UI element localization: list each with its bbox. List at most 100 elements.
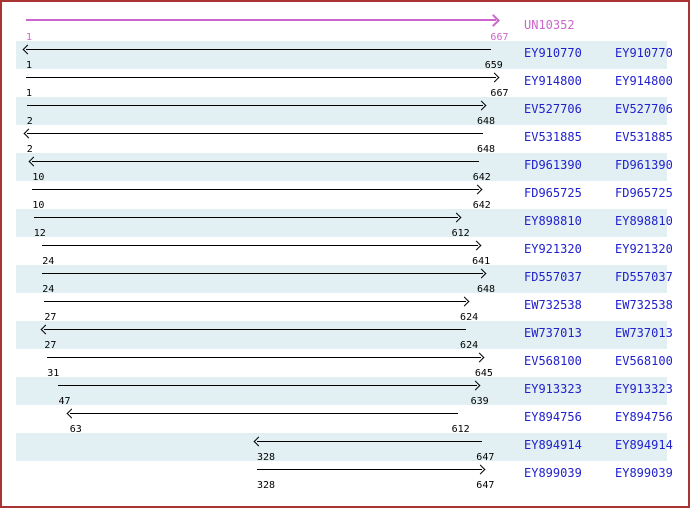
alignment-arrow-right [26, 72, 500, 83]
end-coordinate: 639 [470, 396, 489, 407]
end-coordinate: 648 [477, 116, 496, 127]
accession-link-primary[interactable]: EV527706 [524, 102, 582, 116]
accession-link-secondary[interactable]: EY899039 [615, 466, 673, 480]
accession-link-secondary[interactable]: EY894914 [615, 438, 673, 452]
est-row: 27 624 EW732538 EW732538 [16, 293, 673, 323]
arrowhead-right-icon [475, 464, 486, 475]
alignment-arrow-right [26, 14, 501, 27]
end-coordinate: 624 [460, 340, 479, 351]
start-coordinate: 10 [32, 200, 45, 211]
alignment-arrow-left [28, 156, 479, 167]
start-coordinate: 328 [256, 480, 276, 491]
accession-link-primary[interactable]: EY910770 [524, 46, 582, 60]
start-coordinate: 24 [42, 256, 55, 267]
accession-link-primary[interactable]: EY914800 [524, 74, 582, 88]
accession-link-primary[interactable]: EY921320 [524, 242, 582, 256]
start-coordinate: 2 [26, 116, 33, 127]
alignment-arrow-left [66, 408, 458, 419]
arrowhead-left-icon [28, 156, 39, 167]
est-row: 24 641 EY921320 EY921320 [16, 237, 673, 267]
start-coordinate: 31 [47, 368, 60, 379]
accession-link-secondary[interactable]: EY898810 [615, 214, 673, 228]
start-coordinate: 1 [26, 88, 33, 99]
arrowhead-right-icon [470, 380, 481, 391]
alignment-arrow-right [256, 464, 486, 475]
alignment-arrow-right [26, 100, 487, 111]
alignment-arrow-right [32, 184, 483, 195]
accession-link-secondary[interactable]: FD557037 [615, 270, 673, 284]
accession-link-primary[interactable]: EW737013 [524, 326, 582, 340]
accession-link-primary[interactable]: FD965725 [524, 186, 582, 200]
arrowhead-right-icon [471, 240, 482, 251]
alignment-arrow-right [33, 212, 462, 223]
accession-link-secondary[interactable]: FD961390 [615, 158, 673, 172]
accession-link-primary[interactable]: EY913323 [524, 382, 582, 396]
accession-link-primary[interactable]: EY894756 [524, 410, 582, 424]
est-row: 10 642 FD965725 FD965725 [16, 181, 673, 211]
start-coordinate: 2 [26, 144, 33, 155]
accession-link-secondary[interactable]: FD965725 [615, 186, 673, 200]
alignment-arrow-left [22, 44, 491, 55]
accession-link-primary[interactable]: EW732538 [524, 298, 582, 312]
end-coordinate: 642 [472, 200, 491, 211]
accession-link-primary[interactable]: FD557037 [524, 270, 582, 284]
arrowhead-left-icon [253, 436, 264, 447]
est-row: 63 612 EY894756 EY894756 [16, 405, 673, 435]
accession-link-primary[interactable]: EY894914 [524, 438, 582, 452]
accession-link-secondary[interactable]: EY894756 [615, 410, 673, 424]
accession-link-primary[interactable]: EV531885 [524, 130, 582, 144]
est-row: 27 624 EW737013 EW737013 [16, 321, 673, 351]
alignment-arrow-right [47, 352, 485, 363]
start-coordinate: 63 [69, 424, 82, 435]
accession-link-primary[interactable]: EV568100 [524, 354, 582, 368]
alignment-arrow-right [42, 268, 487, 279]
reference-row: 1 667 UN10352 [16, 13, 667, 43]
end-coordinate: 641 [472, 256, 491, 267]
accession-link-primary[interactable]: EY899039 [524, 466, 582, 480]
start-coordinate: 328 [256, 452, 276, 463]
arrowhead-right-icon [476, 100, 487, 111]
est-row: 2 648 EV527706 EV527706 [16, 97, 673, 127]
arrowhead-left-icon [40, 324, 51, 335]
start-coordinate: 1 [26, 60, 33, 71]
start-coordinate: 47 [58, 396, 71, 407]
accession-link-secondary[interactable]: EV531885 [615, 130, 673, 144]
accession-link-secondary[interactable]: EY913323 [615, 382, 673, 396]
end-coordinate: 645 [474, 368, 493, 379]
accession-link-secondary[interactable]: EV527706 [615, 102, 673, 116]
end-coordinate: 647 [476, 480, 495, 491]
accession-link-secondary[interactable]: EV568100 [615, 354, 673, 368]
start-coordinate: 27 [44, 340, 57, 351]
arrowhead-right-icon [472, 184, 483, 195]
est-row: 10 642 FD961390 FD961390 [16, 153, 673, 183]
arrowhead-right-icon [474, 352, 485, 363]
end-coordinate: 667 [490, 88, 509, 99]
accession-link-primary[interactable]: FD961390 [524, 158, 582, 172]
accession-link-secondary[interactable]: EY914800 [615, 74, 673, 88]
alignment-arrow-right [44, 296, 470, 307]
alignment-arrow-right [42, 240, 482, 251]
end-coordinate: 667 [490, 32, 509, 43]
start-coordinate: 27 [44, 312, 57, 323]
end-coordinate: 642 [472, 172, 491, 183]
accession-link-secondary[interactable]: EY921320 [615, 242, 673, 256]
arrowhead-right-icon [487, 14, 501, 27]
alignment-arrow-left [40, 324, 467, 335]
arrowhead-right-icon [476, 268, 487, 279]
accession-link-primary[interactable]: EY898810 [524, 214, 582, 228]
est-row: 31 645 EV568100 EV568100 [16, 349, 673, 379]
arrowhead-right-icon [459, 296, 470, 307]
end-coordinate: 612 [451, 228, 470, 239]
cluster-id-label: UN10352 [524, 18, 575, 32]
start-coordinate: 24 [42, 284, 55, 295]
est-row: 1 659 EY910770 EY910770 [16, 41, 673, 71]
end-coordinate: 624 [460, 312, 479, 323]
est-row: 328 647 EY899039 EY899039 [16, 461, 673, 491]
accession-link-secondary[interactable]: EY910770 [615, 46, 673, 60]
alignment-arrow-left [253, 436, 483, 447]
accession-link-secondary[interactable]: EW737013 [615, 326, 673, 340]
accession-link-secondary[interactable]: EW732538 [615, 298, 673, 312]
end-coordinate: 659 [484, 60, 503, 71]
alignment-arrow-left [23, 128, 484, 139]
alignment-arrow-right [58, 380, 481, 391]
